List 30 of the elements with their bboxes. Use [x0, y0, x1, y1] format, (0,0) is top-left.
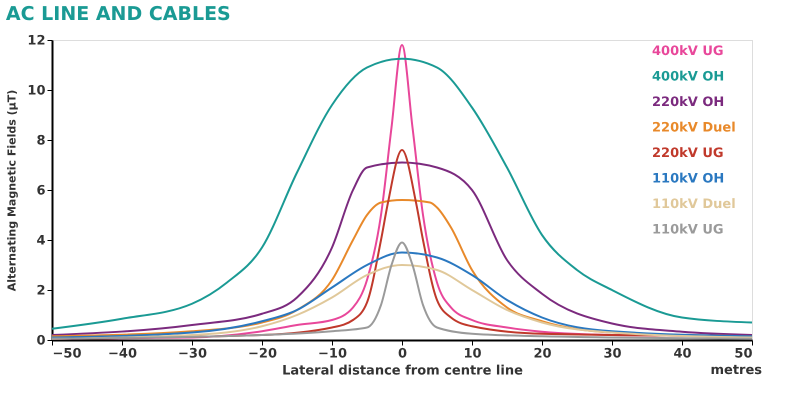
x-tick-label: 20	[533, 346, 552, 362]
x-tick-label: −40	[108, 346, 137, 362]
text: 400kV OH	[652, 70, 724, 84]
x-tick-label: −30	[178, 346, 207, 362]
y-tick-label: 4	[36, 234, 46, 248]
text: metres	[710, 363, 762, 378]
x-tick-label: 40	[673, 346, 692, 362]
text: 400kV UG	[652, 44, 724, 59]
x-tick-label: −20	[248, 346, 277, 362]
y-tick-label: 10	[27, 84, 46, 98]
x-tick-label: 0	[398, 346, 408, 362]
y-tick-label: 6	[36, 184, 46, 198]
y-tick-label: 8	[36, 134, 46, 148]
y-tick-label: 2	[36, 284, 46, 298]
y-tick-label: 0	[36, 334, 46, 348]
text: 110kV OH	[652, 172, 724, 186]
chart-title: AC LINE AND CABLES	[6, 3, 231, 25]
x-tick-label: 10	[463, 346, 482, 362]
x-axis-title: Lateral distance from centre line	[282, 364, 524, 378]
text: 110kV Duel	[652, 197, 736, 212]
x-tick-label: 50	[734, 346, 752, 362]
text: 110kV UG	[652, 222, 724, 238]
text: 220kV Duel	[652, 120, 736, 136]
x-tick-label: −10	[318, 346, 347, 362]
y-axis-title: Alternating Magnetic Fields (µT)	[5, 90, 18, 292]
y-tick-label: 12	[27, 34, 46, 48]
x-tick-label: −50	[52, 346, 82, 362]
text: 220kV UG	[652, 146, 724, 161]
x-tick-label: 30	[603, 346, 622, 362]
text: 220kV OH	[652, 95, 724, 110]
